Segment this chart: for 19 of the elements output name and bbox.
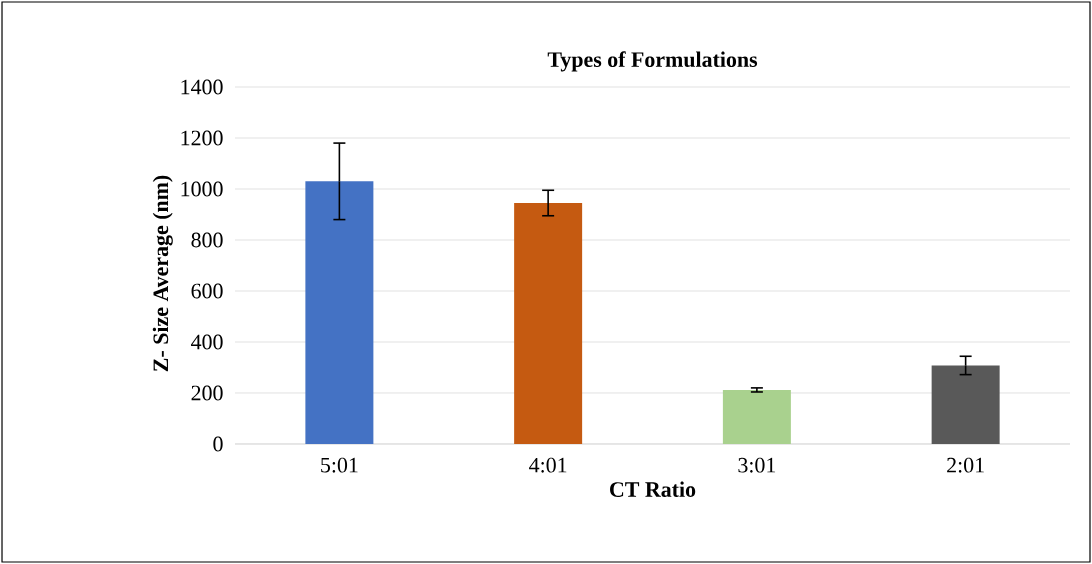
- y-tick-label: 800: [191, 232, 223, 248]
- x-tick-label: 5:01: [321, 457, 358, 473]
- y-tick-label: 0: [213, 436, 223, 452]
- bar: [514, 203, 583, 444]
- chart-title: Types of Formulations: [547, 51, 758, 72]
- y-tick-label: 1200: [181, 130, 223, 146]
- x-tick-label: 4:01: [529, 457, 567, 473]
- bar: [931, 365, 1000, 444]
- x-tick-label: 2:01: [947, 457, 984, 473]
- y-tick-label: 1400: [181, 79, 223, 95]
- x-tick-label: 3:01: [738, 457, 776, 473]
- y-axis-title: Z- Size Average (nm): [152, 175, 173, 372]
- x-axis-title: CT Ratio: [610, 481, 696, 497]
- bar: [305, 181, 374, 444]
- y-tick-label: 600: [191, 283, 223, 299]
- y-tick-label: 400: [191, 334, 223, 350]
- y-tick-label: 200: [191, 385, 223, 401]
- y-tick-label: 1000: [181, 181, 223, 197]
- bar: [722, 389, 791, 444]
